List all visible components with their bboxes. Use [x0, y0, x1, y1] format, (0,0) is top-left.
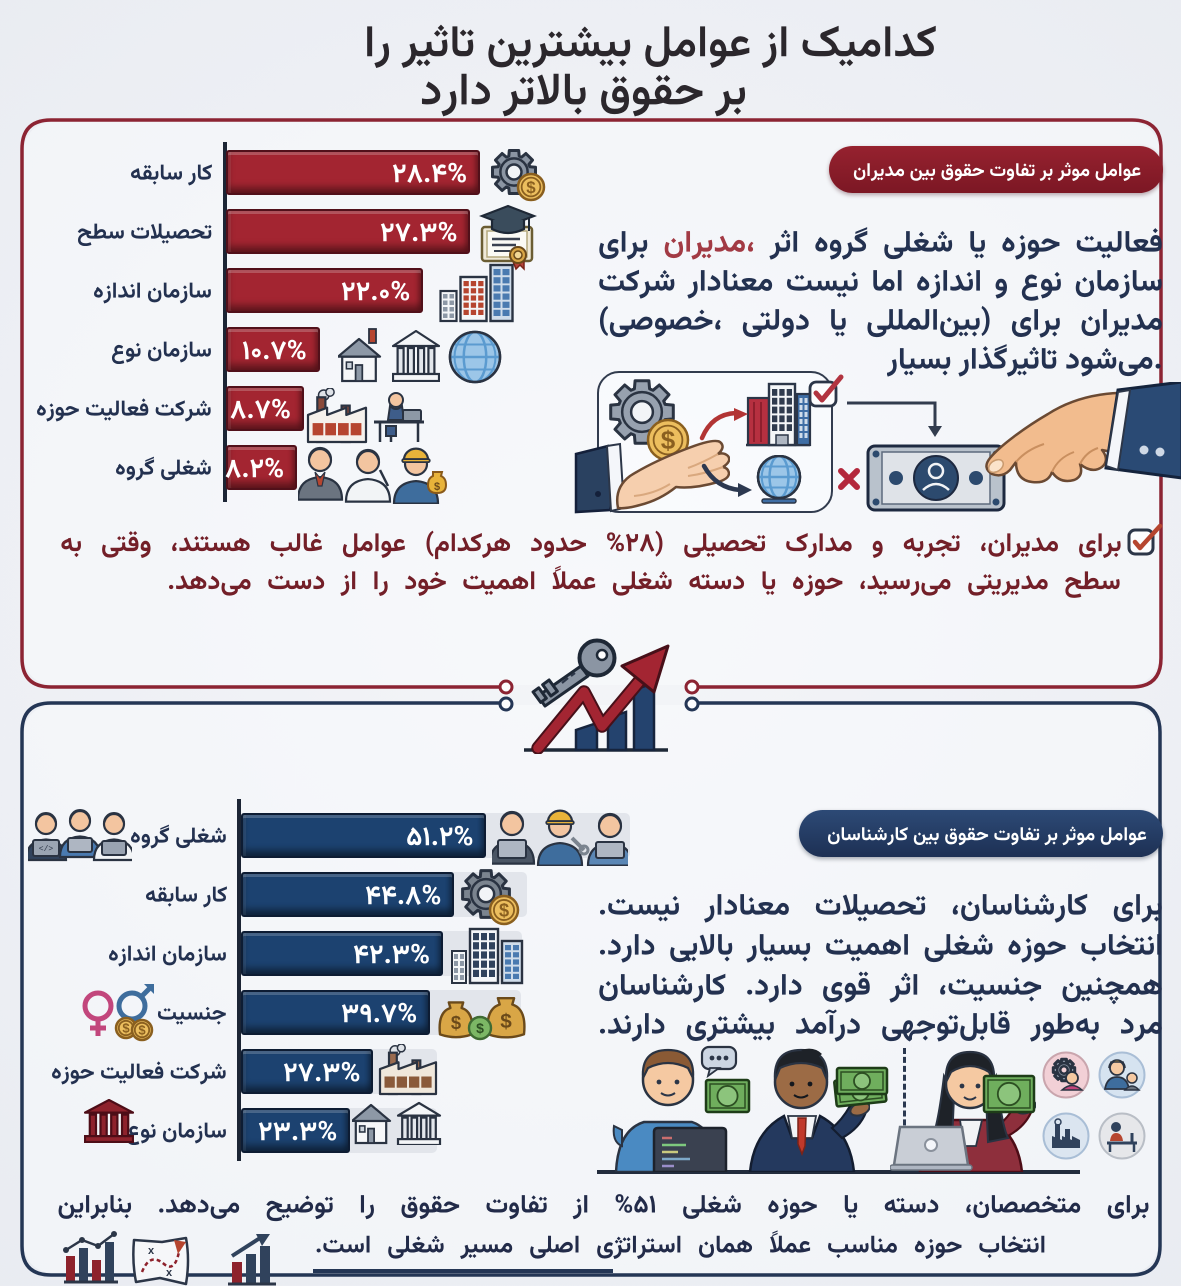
- svg-text:$: $: [476, 1020, 484, 1036]
- svg-text:$: $: [138, 1023, 146, 1038]
- svg-text:$: $: [434, 481, 440, 493]
- svg-text:$: $: [499, 900, 509, 920]
- svg-text:$: $: [526, 178, 536, 197]
- svg-text:x: x: [166, 1267, 173, 1279]
- svg-text:$: $: [122, 1021, 130, 1036]
- svg-text:x: x: [148, 1245, 155, 1257]
- svg-text:$: $: [451, 1012, 461, 1033]
- svg-text:$: $: [500, 1010, 512, 1033]
- svg-text:</>: </>: [39, 845, 54, 854]
- svg-text:$: $: [661, 425, 676, 455]
